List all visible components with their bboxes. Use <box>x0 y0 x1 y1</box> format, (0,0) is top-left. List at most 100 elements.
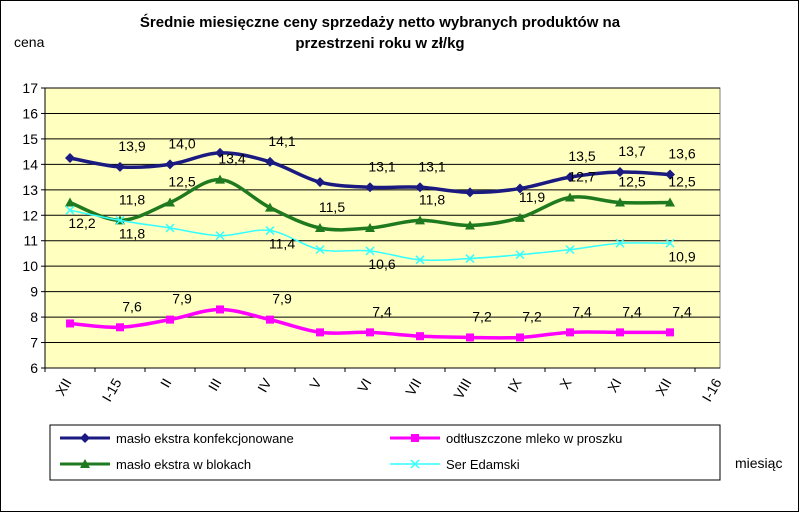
marker <box>265 156 275 167</box>
marker <box>215 231 225 241</box>
marker <box>415 215 425 225</box>
y-tick-label: 7 <box>30 335 38 351</box>
y-axis-label: cena <box>14 34 45 50</box>
y-tick-label: 6 <box>30 360 38 376</box>
data-label: 10,6 <box>368 256 395 272</box>
marker <box>115 161 125 172</box>
marker <box>366 328 374 337</box>
marker <box>80 433 90 443</box>
marker <box>65 205 75 215</box>
data-label: 12,5 <box>668 174 695 190</box>
y-tick-label: 11 <box>23 233 38 249</box>
marker <box>116 323 124 332</box>
marker <box>415 255 425 265</box>
marker <box>265 226 275 236</box>
data-label: 11,8 <box>119 225 145 241</box>
marker <box>365 223 375 232</box>
data-label: 7,4 <box>622 303 642 319</box>
data-label: 11,8 <box>419 191 445 207</box>
legend-label: masło ekstra konfekcjonowane <box>116 431 294 446</box>
y-tick-label: 9 <box>30 284 38 300</box>
y-tick-label: 12 <box>22 207 38 223</box>
y-tick-label: 17 <box>22 80 38 96</box>
data-label: 12,2 <box>68 215 95 231</box>
data-label: 7,9 <box>272 291 292 307</box>
marker <box>515 183 525 194</box>
data-label: 7,6 <box>122 298 142 314</box>
marker <box>65 197 75 207</box>
marker <box>365 246 375 256</box>
marker <box>665 169 675 180</box>
chart-title: Średnie miesięczne ceny sprzedaży netto … <box>140 13 621 31</box>
marker <box>565 192 575 202</box>
marker <box>465 187 475 198</box>
marker <box>466 333 474 342</box>
marker <box>465 254 475 264</box>
data-label: 13,1 <box>368 158 395 174</box>
marker <box>316 328 324 337</box>
x-axis-label: miesiąc <box>735 455 782 471</box>
marker <box>266 315 274 324</box>
data-label: 7,2 <box>472 308 492 324</box>
data-label: 13,6 <box>668 146 695 162</box>
data-label: 7,2 <box>522 308 542 324</box>
marker <box>165 197 175 207</box>
legend-label: Ser Edamski <box>446 457 520 472</box>
marker <box>165 223 175 233</box>
data-label: 11,8 <box>119 191 145 207</box>
marker <box>411 434 419 442</box>
marker <box>565 245 575 255</box>
marker <box>215 147 225 158</box>
marker <box>616 328 624 337</box>
legend <box>49 424 721 481</box>
marker <box>216 305 224 314</box>
x-tick-label: XII <box>652 376 674 399</box>
marker <box>365 182 375 193</box>
data-label: 7,4 <box>672 303 692 319</box>
x-tick-label: VII <box>402 376 424 399</box>
marker <box>315 245 325 255</box>
data-label: 13,1 <box>418 158 445 174</box>
marker <box>80 459 90 468</box>
marker <box>515 250 525 260</box>
marker <box>465 220 475 230</box>
marker <box>615 238 625 248</box>
marker <box>215 174 225 184</box>
marker <box>565 172 575 183</box>
marker <box>165 159 175 170</box>
marker <box>265 202 275 212</box>
marker <box>115 215 125 225</box>
legend-label: odtłuszczone mleko w proszku <box>446 431 622 446</box>
data-label: 7,4 <box>572 303 592 319</box>
data-label: 13,4 <box>218 151 245 167</box>
y-tick-label: 10 <box>22 258 38 274</box>
data-label: 7,4 <box>372 303 392 319</box>
marker <box>315 177 325 188</box>
y-tick-label: 15 <box>22 131 38 147</box>
data-label: 13,5 <box>568 148 595 164</box>
marker <box>415 182 425 193</box>
y-tick-label: 16 <box>22 105 38 121</box>
data-label: 14,1 <box>268 133 295 149</box>
marker <box>666 328 674 337</box>
marker <box>615 167 625 177</box>
y-tick-label: 13 <box>22 182 38 198</box>
data-label: 13,7 <box>618 143 645 159</box>
data-label: 12,5 <box>168 174 195 190</box>
marker <box>315 223 325 232</box>
marker <box>615 197 625 207</box>
data-label: 11,9 <box>519 189 545 205</box>
data-label: 7,9 <box>172 291 192 307</box>
x-tick-label: XII <box>52 376 74 399</box>
chart-title: przestrzeni roku w zł/kg <box>295 35 464 52</box>
data-label: 11,4 <box>269 236 295 252</box>
marker <box>66 319 74 328</box>
data-label: 12,5 <box>618 174 645 190</box>
marker <box>166 315 174 324</box>
marker <box>516 333 524 342</box>
marker <box>65 153 75 163</box>
marker <box>566 328 574 337</box>
marker <box>416 332 424 341</box>
data-label: 10,9 <box>668 248 695 264</box>
